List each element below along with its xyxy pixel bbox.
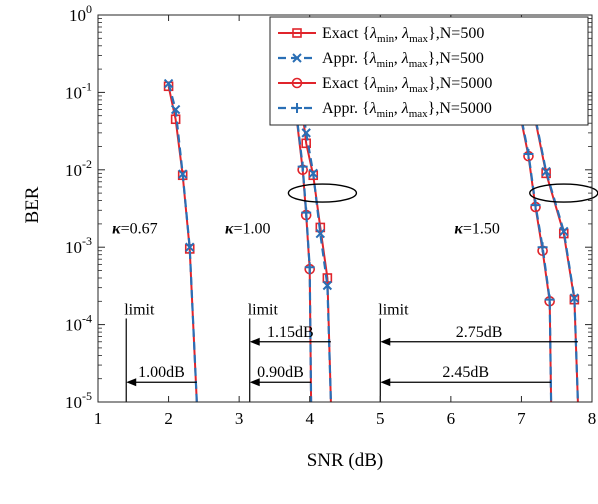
marker-plus [523,149,534,160]
marker-plus [297,161,308,172]
x-tick-label: 3 [235,409,244,428]
marker-plus [530,200,541,211]
limit-label: limit [124,301,155,318]
legend-entry: Appr. {λmin, λmax},N=5000 [278,100,492,120]
arrow-head [249,378,260,387]
x-tick-label: 1 [94,409,103,428]
series-approx-x-kappa-1.00 [294,76,333,402]
y-axis-title: BER [22,186,43,223]
x-tick-label: 2 [164,409,173,428]
legend-entry: Exact {λmin, λmax},N=5000 [278,75,492,95]
y-tick-label: 10-1 [65,79,92,102]
series-line [527,86,579,402]
series-approx-plus-kappa-1.50 [509,78,555,402]
marker-square [301,138,311,149]
series-exact-square-kappa-1.00 [294,78,333,402]
marker-x [541,166,551,177]
marker-x [177,169,188,179]
arrow-label: 1.00dB [138,364,185,381]
x-tick-label: 5 [376,409,385,428]
series-line [527,83,579,402]
x-tick-label: 6 [447,409,456,428]
x-tick-label: 4 [305,409,314,428]
plot-frame [97,14,593,403]
legend-entry: Appr. {λmin, λmax},N=500 [278,50,484,70]
marker-plus [544,294,555,305]
marker-plus [301,207,312,218]
marker-x [185,242,195,252]
legend-label: Appr. {λmin, λmax},N=500 [322,50,484,70]
marker-plus [292,103,302,113]
series-exact-circle-kappa-1.50 [509,80,555,402]
arrow-head [380,378,391,387]
marker-x [559,226,569,237]
series-approx-x-kappa-0.67 [163,78,198,402]
x-tick-label: 7 [517,409,526,428]
arrow-head [126,378,137,387]
kappa-label: κ=0.67 [112,221,158,238]
arrow-label: 2.45dB [442,364,489,381]
group-ellipse [287,183,358,203]
marker-x [315,228,326,239]
marker-x [569,293,580,303]
kappa-label: κ=1.50 [454,221,500,238]
kappa-label: κ=1.00 [225,221,271,238]
marker-x [163,78,174,89]
series-exact-square-kappa-0.67 [163,81,198,402]
y-tick-label: 10-3 [65,234,92,257]
marker-square [541,168,551,179]
arrow-label: 1.15dB [267,324,314,341]
marker-x [301,128,311,138]
y-tick-label: 100 [69,2,92,25]
group-ellipse [529,183,598,203]
arrow-head [380,337,391,346]
marker-x [170,104,181,115]
series-line [167,83,198,402]
marker-square [292,28,302,38]
axes-layer: 1 2 3 4 5 6 7 8 100 10-1 10-2 10-3 10-4 10-5 [65,2,596,428]
legend-label: Appr. {λmin, λmax},N=5000 [322,100,492,120]
annotation-layer: limit limit limit 1.00dB 1.15dB 0.90dB 2.75dB 2… [112,183,598,402]
arrow-label: 0.90dB [257,364,304,381]
y-tick-label: 10-5 [65,389,92,412]
limit-label: limit [378,301,409,318]
legend-box [269,16,589,126]
limit-label: limit [248,301,279,318]
marker-x [292,53,302,63]
series-line [513,86,553,402]
marker-plus [304,262,315,273]
x-axis-title: SNR (dB) [307,450,384,471]
legend: Exact {λmin, λmax},N=500 Appr. {λmin, λma… [269,16,589,126]
arrow-label: 2.75dB [456,324,503,341]
legend-label: Exact {λmin, λmax},N=500 [322,25,484,45]
arrow-head [249,337,260,346]
marker-square [315,222,326,233]
marker-x [322,280,333,291]
legend-label: Exact {λmin, λmax},N=5000 [322,75,492,95]
marker-x [308,168,318,179]
legend-entry: Exact {λmin, λmax},N=500 [278,25,484,45]
y-tick-label: 10-2 [65,157,92,180]
marker-plus [537,242,548,253]
series-line [513,83,553,402]
marker-circle [291,77,303,89]
x-tick-label: 8 [588,409,597,428]
y-tick-label: 10-4 [65,312,92,335]
